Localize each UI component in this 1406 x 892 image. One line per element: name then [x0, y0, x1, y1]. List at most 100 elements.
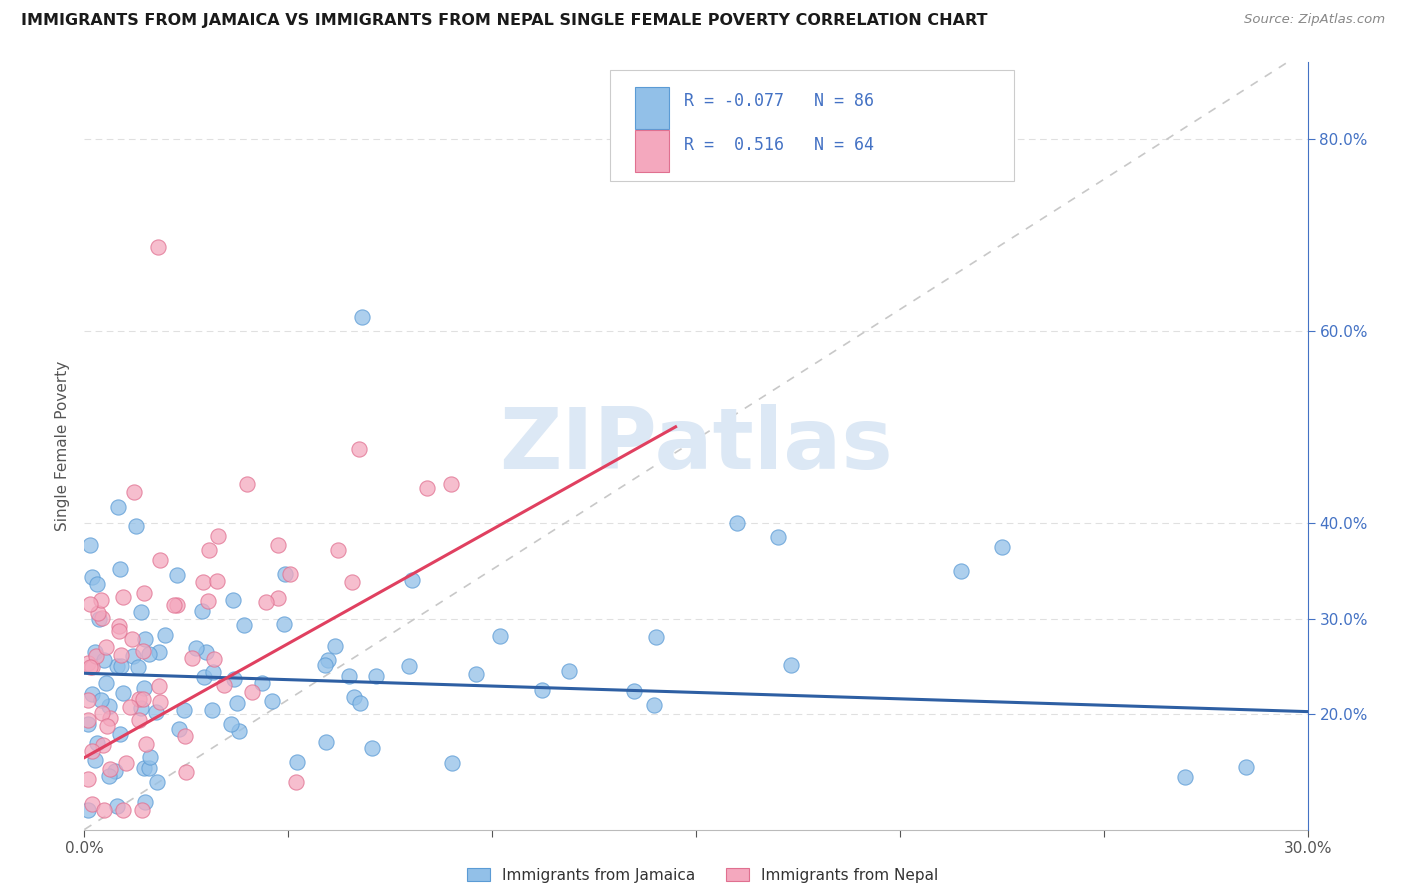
Immigrants from Nepal	[166, 598, 188, 612]
Immigrants from Nepal	[240, 685, 263, 699]
Immigrants from Nepal	[131, 804, 153, 818]
Immigrants from Jamaica	[364, 669, 387, 683]
Immigrants from Nepal	[87, 606, 110, 620]
Immigrants from Nepal	[108, 624, 131, 639]
Immigrants from Jamaica	[86, 577, 108, 591]
Immigrants from Jamaica	[285, 755, 308, 769]
Immigrants from Jamaica	[316, 653, 339, 667]
Immigrants from Jamaica	[107, 500, 129, 515]
Immigrants from Jamaica	[84, 753, 107, 767]
Immigrants from Jamaica	[127, 659, 149, 673]
Immigrants from Jamaica	[766, 530, 789, 544]
Immigrants from Nepal	[120, 700, 142, 714]
Immigrants from Jamaica	[725, 516, 748, 530]
Immigrants from Nepal	[181, 651, 204, 665]
Immigrants from Jamaica	[780, 658, 803, 673]
Immigrants from Jamaica	[201, 703, 224, 717]
Immigrants from Jamaica	[644, 630, 666, 644]
Immigrants from Jamaica	[184, 641, 207, 656]
Immigrants from Jamaica	[134, 795, 156, 809]
Immigrants from Nepal	[146, 239, 169, 253]
Immigrants from Nepal	[90, 706, 112, 721]
Immigrants from Nepal	[80, 660, 103, 674]
Immigrants from Jamaica	[108, 727, 131, 741]
Immigrants from Jamaica	[262, 694, 284, 708]
Immigrants from Jamaica	[250, 675, 273, 690]
Immigrants from Nepal	[236, 477, 259, 491]
Immigrants from Jamaica	[80, 570, 103, 584]
Immigrants from Jamaica	[145, 775, 167, 789]
Immigrants from Nepal	[98, 711, 121, 725]
Immigrants from Jamaica	[138, 647, 160, 661]
Immigrants from Nepal	[90, 593, 112, 607]
FancyBboxPatch shape	[636, 87, 669, 129]
Immigrants from Nepal	[174, 765, 197, 780]
Immigrants from Jamaica	[194, 645, 217, 659]
Immigrants from Jamaica	[104, 764, 127, 778]
Immigrants from Jamaica	[167, 722, 190, 736]
Immigrants from Jamaica	[991, 540, 1014, 554]
Immigrants from Jamaica	[1174, 770, 1197, 784]
Immigrants from Jamaica	[93, 653, 115, 667]
Immigrants from Nepal	[416, 481, 439, 495]
Immigrants from Nepal	[212, 678, 235, 692]
Immigrants from Nepal	[285, 774, 308, 789]
Y-axis label: Single Female Poverty: Single Female Poverty	[55, 361, 70, 531]
Immigrants from Jamaica	[90, 693, 112, 707]
Immigrants from Jamaica	[349, 696, 371, 710]
Immigrants from Jamaica	[77, 804, 100, 818]
Immigrants from Jamaica	[112, 686, 135, 700]
Immigrants from Nepal	[96, 718, 118, 732]
Immigrants from Nepal	[148, 679, 170, 693]
Immigrants from Nepal	[135, 737, 157, 751]
Immigrants from Jamaica	[97, 698, 120, 713]
Immigrants from Jamaica	[125, 519, 148, 533]
Immigrants from Jamaica	[173, 704, 195, 718]
Immigrants from Nepal	[207, 529, 229, 543]
Immigrants from Nepal	[326, 543, 349, 558]
Immigrants from Jamaica	[129, 701, 152, 715]
Immigrants from Jamaica	[98, 769, 121, 783]
Immigrants from Nepal	[205, 574, 228, 588]
Immigrants from Jamaica	[398, 658, 420, 673]
Immigrants from Nepal	[79, 660, 101, 674]
Immigrants from Jamaica	[337, 669, 360, 683]
Immigrants from Nepal	[80, 744, 103, 758]
Immigrants from Jamaica	[219, 716, 242, 731]
Immigrants from Nepal	[77, 656, 100, 670]
Immigrants from Nepal	[267, 591, 290, 606]
Immigrants from Jamaica	[148, 645, 170, 659]
Immigrants from Jamaica	[315, 735, 337, 749]
Immigrants from Jamaica	[950, 564, 973, 578]
Immigrants from Nepal	[128, 714, 150, 728]
Immigrants from Jamaica	[89, 612, 111, 626]
Immigrants from Nepal	[440, 477, 463, 491]
Immigrants from Nepal	[77, 772, 100, 787]
Immigrants from Nepal	[90, 611, 112, 625]
Immigrants from Nepal	[132, 691, 155, 706]
Immigrants from Jamaica	[132, 681, 155, 696]
Immigrants from Jamaica	[623, 684, 645, 698]
Immigrants from Jamaica	[134, 632, 156, 646]
Immigrants from Jamaica	[440, 756, 463, 770]
Immigrants from Nepal	[112, 804, 135, 818]
Immigrants from Nepal	[93, 804, 115, 818]
Immigrants from Nepal	[197, 593, 219, 607]
Immigrants from Nepal	[80, 797, 103, 811]
Immigrants from Nepal	[121, 632, 143, 647]
Immigrants from Jamaica	[86, 736, 108, 750]
Immigrants from Jamaica	[193, 670, 215, 684]
Immigrants from Jamaica	[84, 645, 107, 659]
Immigrants from Jamaica	[530, 683, 553, 698]
Immigrants from Nepal	[197, 542, 219, 557]
FancyBboxPatch shape	[636, 130, 669, 172]
Immigrants from Jamaica	[129, 605, 152, 619]
Immigrants from Jamaica	[1236, 760, 1258, 774]
Immigrants from Jamaica	[145, 705, 167, 719]
Immigrants from Jamaica	[350, 310, 373, 324]
Text: R =  0.516   N = 64: R = 0.516 N = 64	[683, 136, 873, 154]
Immigrants from Nepal	[132, 586, 155, 600]
Immigrants from Nepal	[98, 762, 121, 776]
Immigrants from Jamaica	[274, 566, 297, 581]
Immigrants from Nepal	[112, 591, 135, 605]
